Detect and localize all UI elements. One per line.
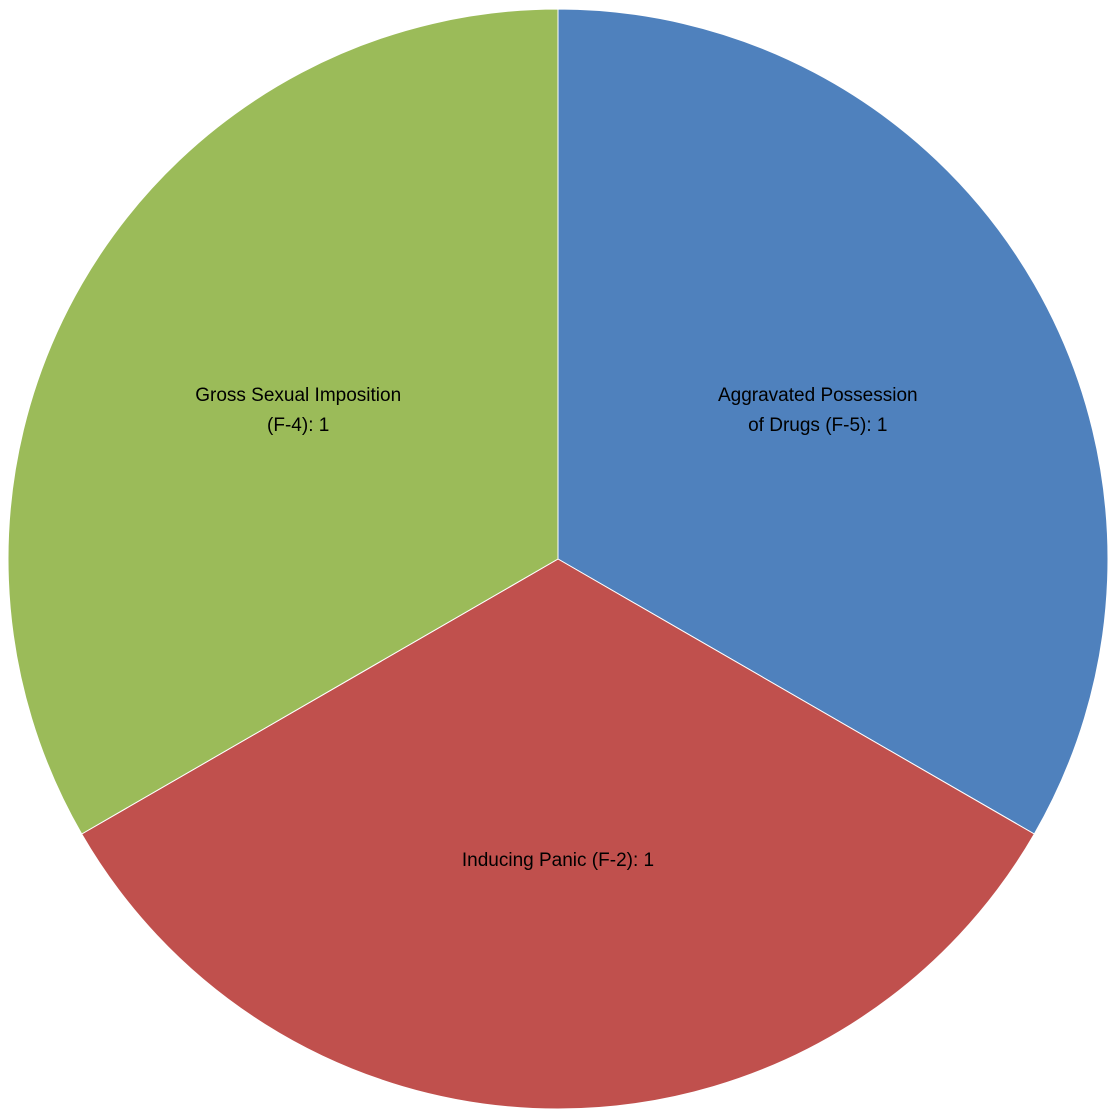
slice-label-line: (F-4): 1 — [267, 415, 329, 436]
slice-label-line: of Drugs (F-5): 1 — [748, 415, 887, 436]
pie-slice-2 — [7, 8, 559, 835]
slices-layer — [7, 8, 1108, 1109]
slice-label-1: Inducing Panic (F-2): 1 — [462, 850, 654, 871]
pie-slice-0 — [557, 8, 1108, 835]
slice-label-2: Gross Sexual Imposition (F-4): 1 — [195, 385, 401, 436]
slice-label-0: Aggravated Possession of Drugs (F-5): 1 — [718, 385, 918, 436]
labels-layer: Aggravated Possession of Drugs (F-5): 1 In… — [195, 385, 917, 871]
slice-label-line: Inducing Panic (F-2): 1 — [462, 850, 654, 871]
slice-label-line: Aggravated Possession — [718, 385, 918, 406]
slice-label-line: Gross Sexual Imposition — [195, 385, 401, 406]
